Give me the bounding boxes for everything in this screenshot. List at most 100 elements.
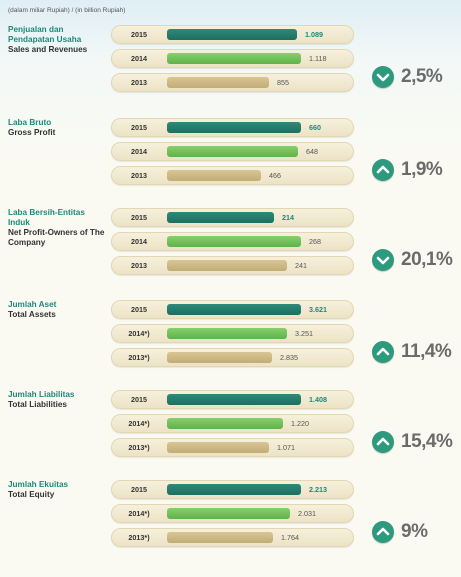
metric-label-en: Net Profit-Owners of The Company: [8, 228, 105, 247]
bar-row: 2013*) 2.835: [111, 348, 354, 367]
bar-2013: [167, 77, 269, 88]
metric-label-id: Jumlah Ekuitas: [8, 480, 69, 489]
bar-row: 2013 855: [111, 73, 354, 92]
bar-row: 2015 1.408: [111, 390, 354, 409]
metric-label-en: Gross Profit: [8, 128, 56, 137]
bar-2013: [167, 170, 261, 181]
bar-row: 2015 2.213: [111, 480, 354, 499]
value-label: 1.408: [309, 395, 327, 404]
metric-label-en: Total Equity: [8, 490, 55, 499]
metric-label: Jumlah Aset Total Assets: [8, 300, 108, 320]
year-label: 2015: [131, 30, 147, 39]
chevron-up-icon: [372, 521, 394, 543]
value-label: 1.089: [305, 30, 323, 39]
bar-2014: [167, 236, 301, 247]
change-badge: 2,5%: [372, 66, 443, 88]
bar-2015: [167, 304, 301, 315]
metric-label-id: Laba Bruto: [8, 118, 52, 127]
metric-label-en: Total Assets: [8, 310, 56, 319]
year-label: 2015: [131, 395, 147, 404]
metric-label-id: Jumlah Liabilitas: [8, 390, 75, 399]
year-label: 2014*): [128, 419, 150, 428]
metric-label: Penjualan dan Pendapatan Usaha Sales and …: [8, 25, 108, 55]
value-label: 214: [282, 213, 294, 222]
chevron-up-icon: [372, 159, 394, 181]
year-label: 2014: [131, 237, 147, 246]
chevron-down-icon: [372, 249, 394, 271]
bar-row: 2015 214: [111, 208, 354, 227]
bar-row: 2013 466: [111, 166, 354, 185]
metric-label-id: Penjualan dan Pendapatan Usaha: [8, 25, 82, 44]
year-label: 2014: [131, 54, 147, 63]
bar-2014: [167, 53, 301, 64]
year-label: 2014*): [128, 329, 150, 338]
year-label: 2013*): [128, 353, 150, 362]
chevron-down-icon: [372, 66, 394, 88]
bar-2015: [167, 484, 301, 495]
metric-label-id: Laba Bersih-Entitas Induk: [8, 208, 85, 227]
change-badge: 9%: [372, 521, 428, 543]
metric-label: Laba Bruto Gross Profit: [8, 118, 108, 138]
change-badge: 20,1%: [372, 249, 453, 271]
bar-2014: [167, 508, 290, 519]
bar-row: 2015 3.621: [111, 300, 354, 319]
year-label: 2013*): [128, 443, 150, 452]
bar-2013: [167, 442, 269, 453]
chevron-up-icon: [372, 431, 394, 453]
value-label: 268: [309, 237, 321, 246]
value-label: 1.118: [309, 54, 327, 63]
year-label: 2015: [131, 305, 147, 314]
value-label: 2.031: [298, 509, 316, 518]
year-label: 2013: [131, 171, 147, 180]
bar-row: 2014 268: [111, 232, 354, 251]
bar-2014: [167, 418, 283, 429]
change-badge: 15,4%: [372, 431, 453, 453]
year-label: 2015: [131, 213, 147, 222]
bar-row: 2015 1.089: [111, 25, 354, 44]
change-percent: 15,4%: [401, 431, 453, 452]
year-label: 2014*): [128, 509, 150, 518]
bar-2015: [167, 394, 301, 405]
bar-row: 2013*) 1.764: [111, 528, 354, 547]
value-label: 3.621: [309, 305, 327, 314]
bar-2014: [167, 146, 298, 157]
value-label: 2.213: [309, 485, 327, 494]
value-label: 648: [306, 147, 318, 156]
bar-row: 2014 648: [111, 142, 354, 161]
value-label: 855: [277, 78, 289, 87]
metric-label-id: Jumlah Aset: [8, 300, 57, 309]
value-label: 660: [309, 123, 321, 132]
year-label: 2014: [131, 147, 147, 156]
chevron-up-icon: [372, 341, 394, 363]
unit-note: (dalam miliar Rupiah) / (in billion Rupi…: [8, 7, 126, 14]
bar-row: 2014*) 3.251: [111, 324, 354, 343]
metric-label: Laba Bersih-Entitas Induk Net Profit-Owne…: [8, 208, 108, 248]
bar-2014: [167, 328, 287, 339]
bar-2013: [167, 532, 273, 543]
change-percent: 20,1%: [401, 249, 453, 270]
value-label: 2.835: [280, 353, 298, 362]
change-badge: 1,9%: [372, 159, 443, 181]
bar-2013: [167, 260, 287, 271]
bar-row: 2014*) 1.220: [111, 414, 354, 433]
value-label: 1.764: [281, 533, 299, 542]
bar-2015: [167, 122, 301, 133]
value-label: 3.251: [295, 329, 313, 338]
value-label: 1.071: [277, 443, 295, 452]
year-label: 2013: [131, 78, 147, 87]
bar-row: 2014 1.118: [111, 49, 354, 68]
value-label: 241: [295, 261, 307, 270]
bar-2015: [167, 29, 297, 40]
bar-row: 2015 660: [111, 118, 354, 137]
year-label: 2013*): [128, 533, 150, 542]
value-label: 466: [269, 171, 281, 180]
year-label: 2013: [131, 261, 147, 270]
year-label: 2015: [131, 485, 147, 494]
change-percent: 9%: [401, 521, 428, 542]
bar-2015: [167, 212, 274, 223]
value-label: 1.220: [291, 419, 309, 428]
change-percent: 11,4%: [401, 341, 452, 362]
bar-row: 2013*) 1.071: [111, 438, 354, 457]
change-percent: 2,5%: [401, 66, 443, 87]
